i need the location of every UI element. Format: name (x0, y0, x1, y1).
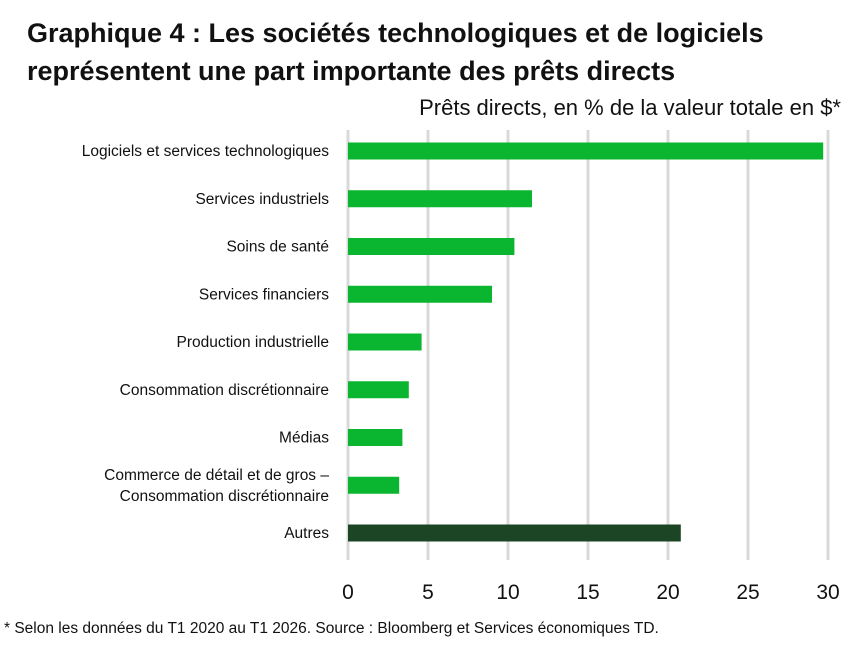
bar (348, 429, 403, 446)
category-label: Production industrielle (176, 334, 329, 351)
category-label: Soins de santé (226, 239, 329, 256)
chart-subtitle: Prêts directs, en % de la valeur totale … (419, 95, 841, 120)
bar (348, 333, 422, 351)
chart-title: Graphique 4 : Les sociétés technologique… (27, 18, 764, 86)
x-tick-label: 5 (422, 581, 434, 604)
category-label: Consommation discrétionnaire (120, 382, 329, 399)
bars (348, 142, 824, 542)
x-tick-label: 20 (656, 581, 679, 604)
category-label: Commerce de détail et de gros – (104, 467, 329, 484)
bar (348, 524, 681, 542)
bar (348, 476, 400, 494)
category-label: Services industriels (195, 191, 329, 208)
x-tick-label: 15 (576, 581, 599, 604)
category-label: Logiciels et services technologiques (82, 143, 330, 160)
x-tick-label: 30 (816, 581, 839, 604)
chart-footnote: * Selon les données du T1 2020 au T1 202… (4, 620, 659, 637)
bar (348, 238, 515, 255)
x-tick-label: 10 (496, 581, 519, 604)
bar (348, 285, 492, 303)
x-axis-tick-labels: 0 5 10 15 20 25 30 (342, 581, 840, 604)
category-label: Services financiers (199, 286, 329, 303)
category-label: Autres (284, 525, 329, 542)
category-label: Consommation discrétionnaire (120, 488, 329, 505)
bar (348, 190, 532, 208)
category-labels: Logiciels et services technologiques Serv… (82, 143, 330, 542)
x-tick-label: 25 (736, 581, 759, 604)
x-tick-label: 0 (342, 581, 354, 604)
category-label: Médias (279, 430, 329, 447)
bar (348, 142, 824, 160)
bar (348, 381, 409, 399)
